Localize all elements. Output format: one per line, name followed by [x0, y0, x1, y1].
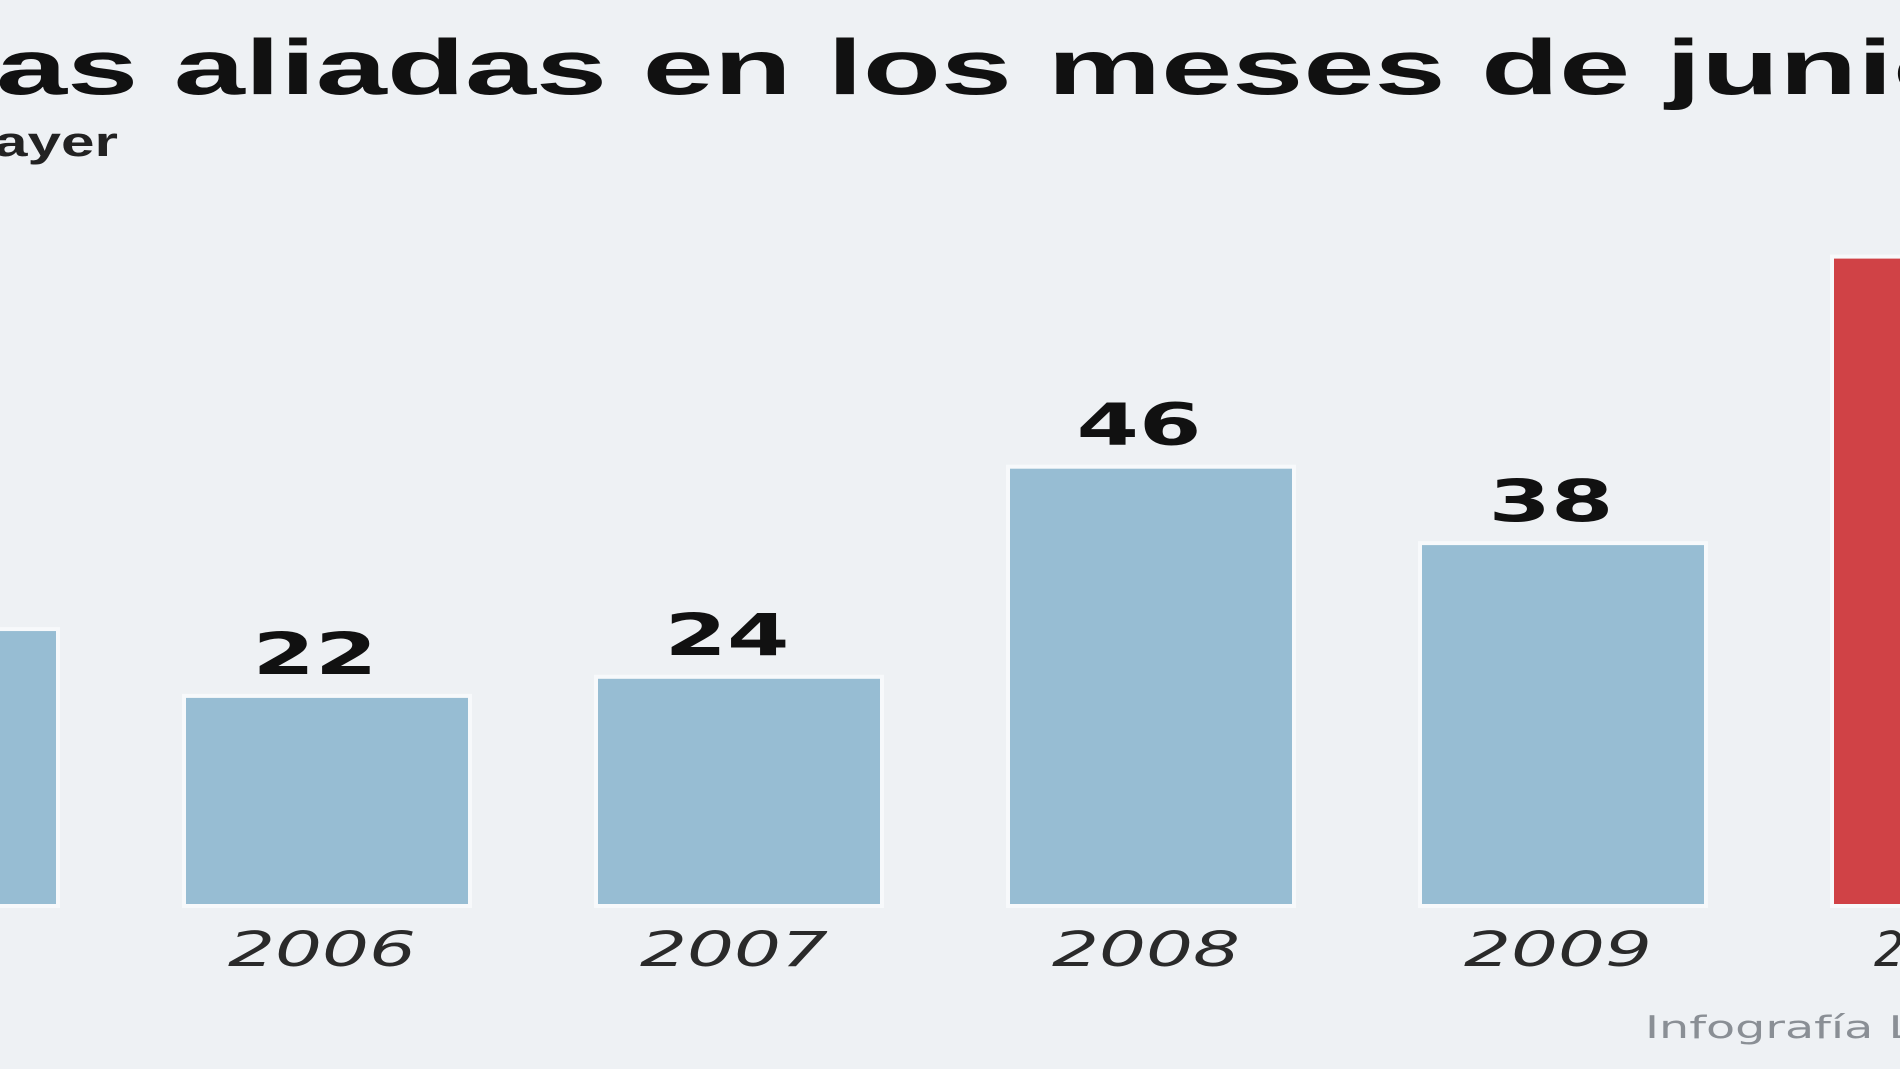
x-tick-label: 2007: [640, 922, 829, 978]
value-label: 38: [1489, 467, 1614, 535]
value-label: 24: [665, 601, 790, 669]
credit-text: Infografía L: [1645, 1010, 1900, 1046]
bar-2006: [182, 693, 472, 909]
bar-2007: [594, 674, 884, 908]
value-label: 22: [253, 620, 378, 688]
x-tick-label: 2008: [1052, 922, 1240, 978]
bars: 22 2006 24 2007 46 2008 38 2009 2: [0, 254, 1900, 978]
bar-2: [1830, 254, 1900, 909]
x-tick-label: 2: [1874, 922, 1900, 978]
x-tick-label: 2009: [1464, 922, 1652, 978]
bar-2008: [1006, 464, 1296, 908]
x-tick-label: 2006: [228, 922, 416, 978]
bar-item-0: [0, 627, 60, 908]
bar-2009: [1418, 541, 1708, 908]
value-label: 46: [1077, 391, 1202, 459]
chart-title: as aliadas en los meses de junio: [0, 23, 1900, 111]
chart-subtitle: ayer: [0, 118, 118, 165]
